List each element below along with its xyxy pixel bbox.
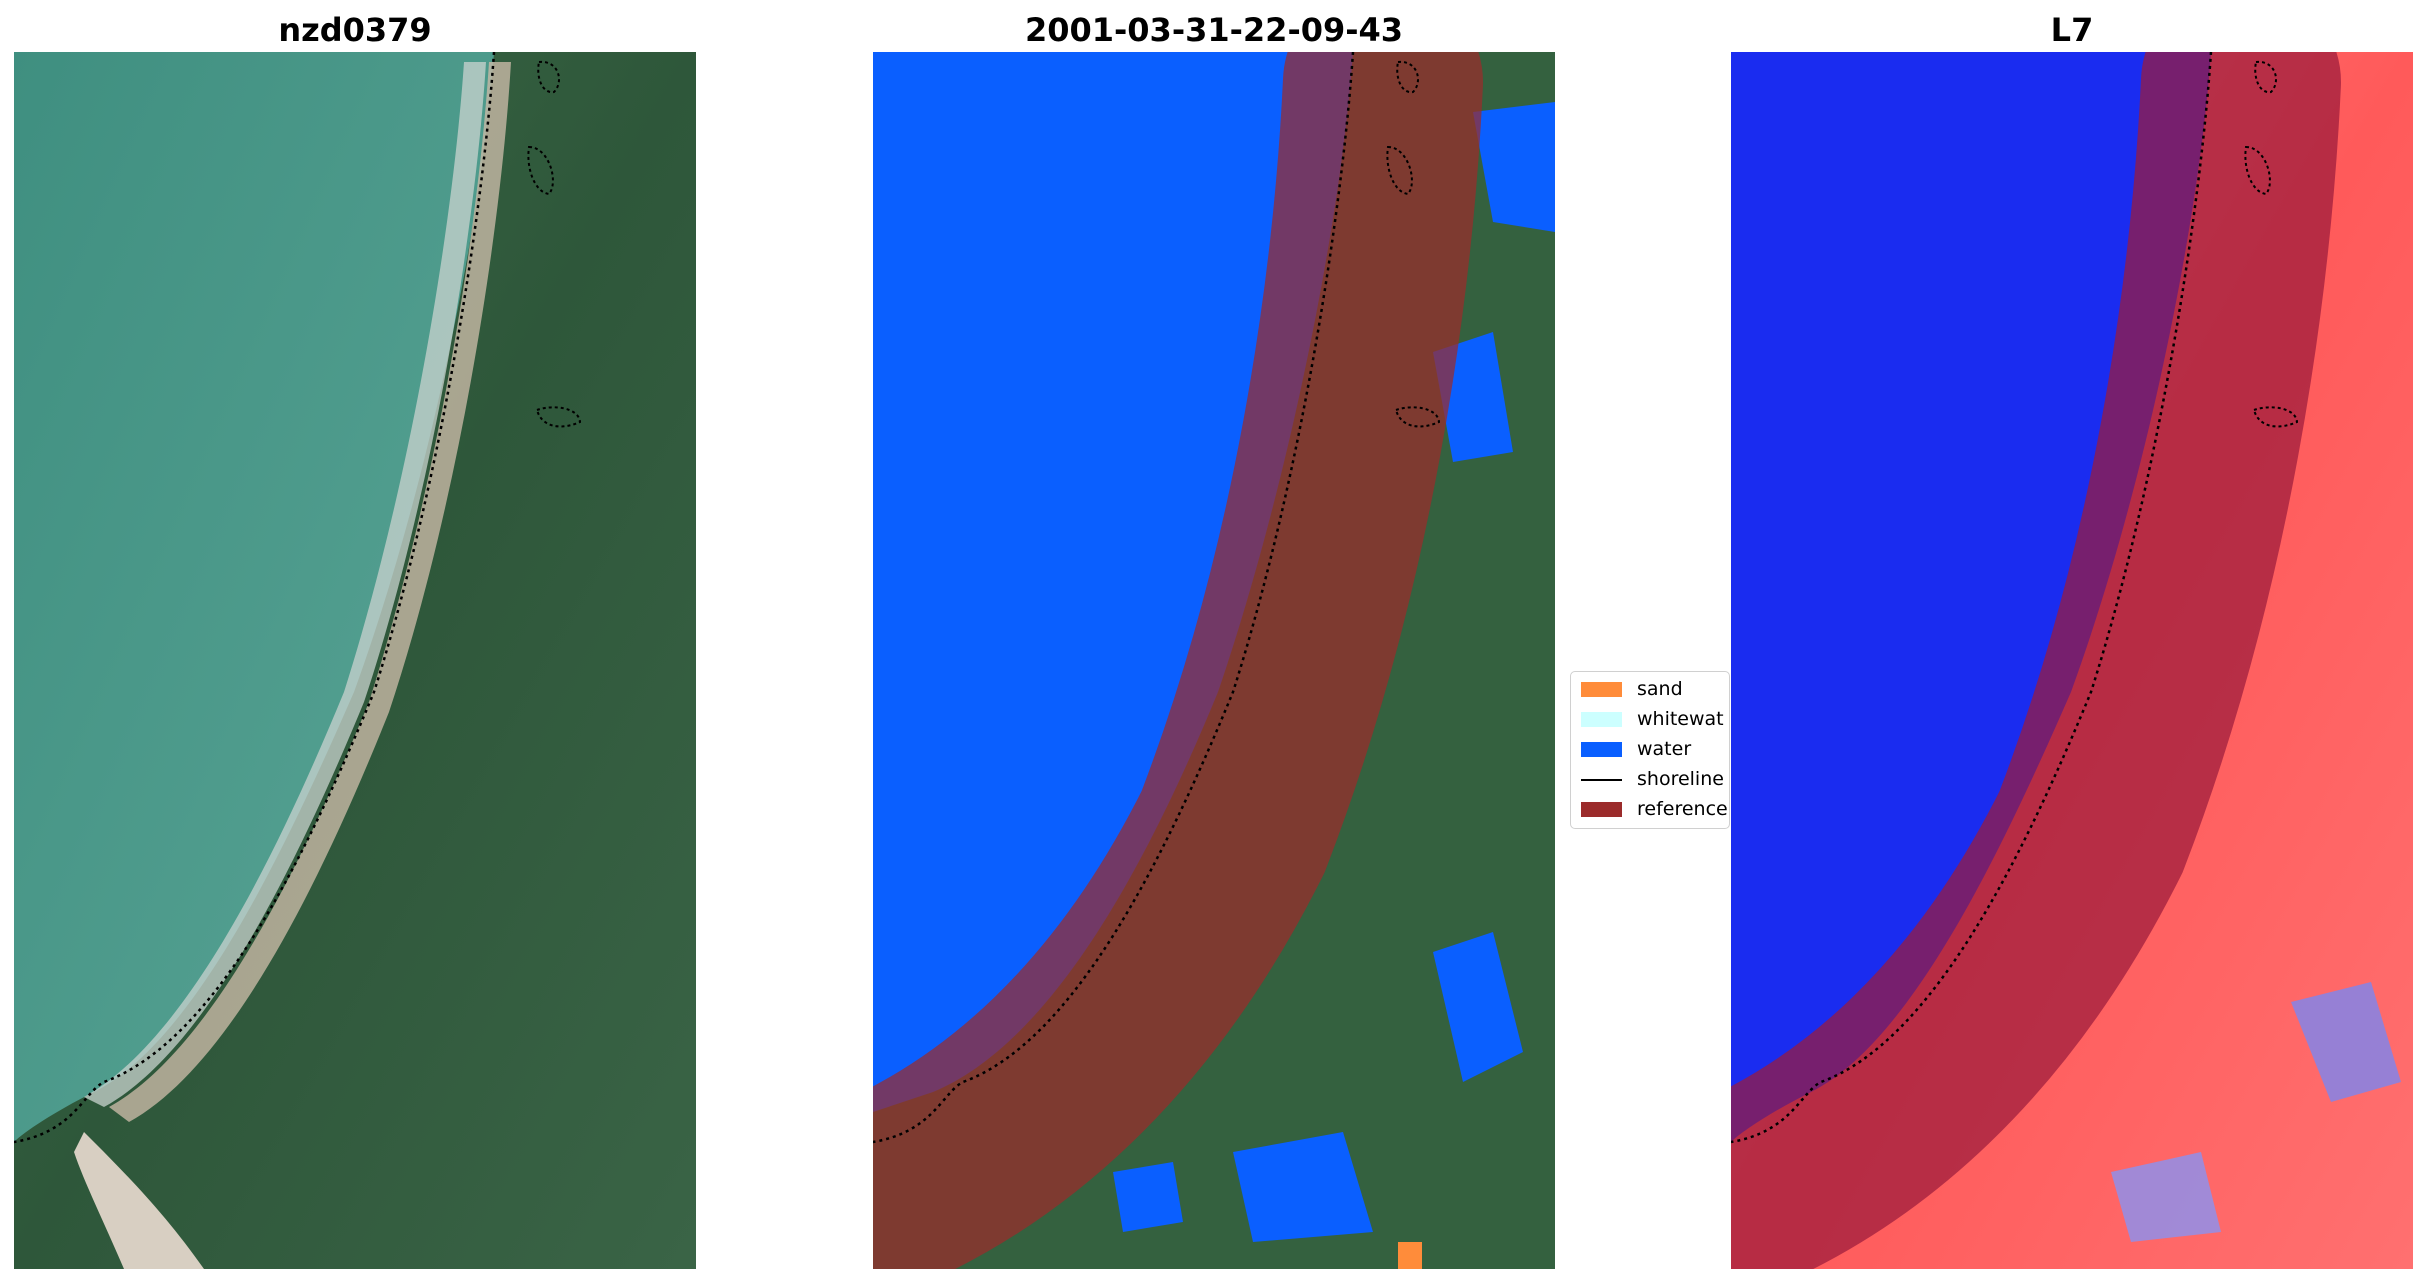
rgb-image	[14, 52, 696, 1269]
legend-swatch-water	[1581, 742, 1622, 757]
shoreline-line	[14, 52, 496, 1144]
legend-item-reference: reference	[1571, 796, 1729, 822]
water-class-patch	[1233, 1132, 1373, 1242]
shoreline-line	[1731, 52, 2213, 1144]
legend-swatch-whitewater	[1581, 712, 1622, 727]
water-index-area	[1731, 52, 2211, 1142]
legend-label-reference: reference	[1637, 798, 1728, 820]
panel-title-rgb: nzd0379	[278, 11, 432, 49]
pond-outline	[2252, 406, 2299, 428]
legend-label-water: water	[1637, 738, 1692, 760]
water-index-patch	[2111, 1152, 2221, 1242]
legend: sand whitewat water shoreline reference	[1570, 671, 1730, 829]
index-image-panel	[1731, 52, 2413, 1269]
reference-buffer	[873, 52, 1483, 1269]
pond-outline	[1394, 406, 1441, 428]
water-class-patch	[1433, 932, 1523, 1082]
legend-label-shoreline: shoreline	[1637, 768, 1724, 790]
pond-outline	[2254, 60, 2277, 94]
reference-buffer	[1731, 52, 2341, 1269]
legend-item-shoreline: shoreline	[1571, 766, 1729, 792]
water-class-patch	[1113, 1162, 1183, 1232]
sand-class-patch	[1398, 1242, 1422, 1269]
water-class-patch	[1473, 102, 1555, 232]
pond-outline	[1396, 60, 1419, 94]
shoreline-line	[873, 52, 1355, 1144]
pond-outline	[537, 60, 560, 94]
legend-label-whitewater: whitewat	[1637, 708, 1724, 730]
pond-outline	[535, 406, 582, 428]
rgb-image-panel	[14, 52, 696, 1269]
sea-area	[14, 52, 494, 1142]
panel-title-index: L7	[2050, 11, 2094, 49]
legend-swatch-reference	[1581, 802, 1622, 817]
water-index-patch	[2291, 982, 2401, 1102]
legend-swatch-sand	[1581, 682, 1622, 697]
sand-spit	[74, 1132, 204, 1269]
water-class-region	[873, 52, 1353, 1112]
legend-item-whitewater: whitewat	[1571, 706, 1729, 732]
index-image	[1731, 52, 2413, 1269]
legend-item-water: water	[1571, 736, 1729, 762]
panel-title-classified: 2001-03-31-22-09-43	[1024, 11, 1404, 49]
classified-image-panel	[873, 52, 1555, 1269]
legend-label-sand: sand	[1637, 678, 1683, 700]
legend-item-sand: sand	[1571, 676, 1729, 702]
legend-line-shoreline	[1581, 779, 1622, 781]
classified-image	[873, 52, 1555, 1269]
